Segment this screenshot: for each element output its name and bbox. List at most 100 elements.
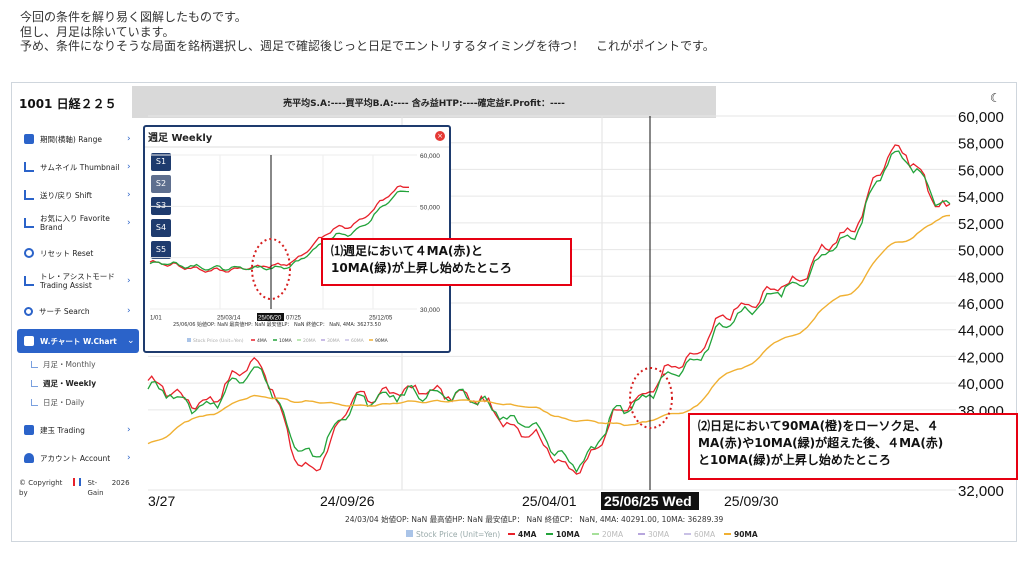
crosshair-info: 25/06/06 始値OP: NaN 最高値HP: NaN 最安値LP： NaN…	[173, 321, 381, 328]
sidebar-item-wchart[interactable]: W.チャート W.Chart ⌄	[17, 329, 139, 353]
brand-title: 1001 日経２２５	[19, 97, 117, 111]
entry-marker	[251, 238, 291, 300]
sidebar-subitem-monthly[interactable]: 月足・Monthly	[31, 359, 96, 370]
reset-icon	[24, 248, 34, 258]
calendar-icon	[24, 425, 34, 435]
chevron-right-icon: ›	[127, 218, 131, 228]
copyright: © Copyright by St-Gain 2026	[19, 478, 139, 498]
sidebar-subitem-daily[interactable]: 日足・Daily	[31, 397, 84, 408]
sidebar-subitem-label: 月足・Monthly	[43, 360, 96, 369]
legend-label: 30MA	[648, 530, 670, 539]
sidebar-item-favorite[interactable]: お気に入り Favorite Brand ›	[17, 214, 139, 232]
chart-icon	[24, 218, 34, 228]
legend-label: 20MA	[303, 338, 317, 344]
daily-callout-line-1: ⑵日足において90MA(橙)をローソク足、４	[698, 419, 939, 433]
sidebar-item-trading-assist[interactable]: トレ・アシストモード Trading Assist ›	[17, 272, 139, 290]
y-tick-label: 60,000	[420, 153, 440, 160]
sidebar-item-shift[interactable]: 送り/戻り Shift ›	[17, 190, 139, 200]
intro-line-3: 予め、条件になりそうな局面を銘柄選択し、週足で確認後じっと日足でエントリするタイ…	[20, 39, 715, 53]
status-bar: 売平均S.A:----買平均B.A:---- 含み益HTP:----確定益F.P…	[132, 86, 716, 118]
daily-callout-line-2: MA(赤)や10MA(緑)が超えた後、４MA(赤)	[698, 436, 944, 450]
y-tick-label: 48,000	[958, 269, 1004, 286]
legend-label: 90MA	[734, 530, 758, 539]
user-icon	[24, 453, 34, 463]
intro-text: 今回の条件を解り易く図解したものです。 但し、月足は除いています。 予め、条件に…	[20, 10, 715, 54]
y-tick-label: 60,000	[958, 109, 1004, 126]
s2-button[interactable]: S2	[151, 175, 171, 193]
x-tick-label: 24/09/26	[320, 493, 375, 509]
chart-icon	[31, 380, 38, 387]
series-line-10ma	[147, 150, 951, 474]
y-tick-label: 50,000	[958, 243, 1004, 260]
sidebar-item-label: サーチ Search	[39, 306, 90, 316]
s4-button[interactable]: S4	[151, 219, 171, 237]
chevron-down-icon: ⌄	[127, 336, 135, 346]
sidebar-item-label: アカウント Account	[40, 453, 111, 463]
x-highlight-bg	[601, 492, 699, 510]
chevron-right-icon: ›	[127, 306, 131, 316]
y-tick-label: 40,000	[958, 376, 1004, 393]
y-tick-label: 54,000	[958, 189, 1004, 206]
sidebar-item-reset[interactable]: リセット Reset	[17, 248, 139, 258]
legend-label: 30MA	[327, 338, 341, 344]
sidebar-item-label: 期間(横軸) Range	[40, 134, 103, 144]
y-tick-label: 58,000	[958, 136, 1004, 153]
legend-label: Stock Price (Unit=Yen)	[416, 530, 500, 539]
sidebar-item-label: リセット Reset	[40, 248, 94, 258]
legend-swatch	[406, 530, 413, 537]
chevron-right-icon: ›	[127, 134, 131, 144]
y-tick-label: 50,000	[420, 204, 440, 211]
sidebar-item-label: サムネイル Thumbnail	[40, 162, 120, 172]
sidebar-item-label: トレ・アシストモード Trading Assist	[40, 272, 115, 290]
intro-line-2: 但し、月足は除いています。	[20, 24, 175, 39]
copyright-year: 2026	[111, 479, 130, 487]
y-tick-label: 44,000	[958, 323, 1004, 340]
sidebar-item-range[interactable]: 期間(横軸) Range ›	[17, 134, 139, 144]
chevron-right-icon: ›	[127, 190, 131, 200]
weekly-panel[interactable]: 週足 Weekly × S1 S2 S3 S4 S5 60,00050,0004…	[143, 125, 451, 353]
sidebar-item-thumbnail[interactable]: サムネイル Thumbnail ›	[17, 162, 139, 172]
logo-icon	[73, 478, 82, 486]
crosshair-info: 24/03/04 始値OP: NaN 最高値HP: NaN 最安値LP： NaN…	[345, 514, 724, 524]
weekly-chart[interactable]: 60,00050,00040,00030,0001/0125/03/1425/0…	[145, 127, 449, 351]
copyright-text: © Copyright by	[19, 479, 63, 497]
y-tick-label: 46,000	[958, 296, 1004, 313]
x-tick-label: 1/01	[150, 316, 162, 322]
chart-icon	[31, 399, 38, 406]
chart-icon	[24, 190, 34, 200]
sidebar-subitem-weekly[interactable]: 週足・Weekly	[31, 378, 96, 389]
daily-callout: ⑵日足において90MA(橙)をローソク足、４ MA(赤)や10MA(緑)が超えた…	[688, 413, 1018, 480]
s5-button[interactable]: S5	[151, 241, 171, 259]
series-line-4ma	[149, 185, 409, 273]
close-icon[interactable]: ×	[435, 131, 445, 141]
series-line-10ma	[149, 190, 410, 271]
legend-label: 60MA	[351, 338, 365, 344]
x-tick-label: 25/06/20	[258, 316, 282, 322]
sidebar-item-search[interactable]: サーチ Search ›	[17, 306, 139, 316]
chart-icon	[24, 276, 34, 286]
sidebar-item-trading[interactable]: 建玉 Trading ›	[17, 425, 139, 435]
search-icon	[24, 306, 33, 316]
chevron-right-icon: ›	[127, 276, 131, 286]
entry-marker	[629, 367, 673, 429]
x-highlight-label: 25/06/25 Wed	[604, 493, 692, 509]
weekly-callout-line-1: ⑴週足において４MA(赤)と	[331, 244, 483, 258]
legend-label: Stock Price (Unit=Yen)	[193, 338, 244, 344]
sidebar-item-label: 建玉 Trading	[40, 425, 85, 435]
s1-button[interactable]: S1	[151, 153, 171, 171]
daily-callout-line-3: と10MA(緑)が上昇し始めたところ	[698, 453, 891, 467]
chevron-right-icon: ›	[127, 453, 131, 463]
y-tick-label: 56,000	[958, 162, 1004, 179]
sidebar-item-account[interactable]: アカウント Account ›	[17, 453, 139, 463]
moon-icon[interactable]: ☾	[990, 91, 1001, 105]
sidebar-item-label: 送り/戻り Shift	[40, 190, 92, 200]
legend-label: 20MA	[602, 530, 624, 539]
x-tick-label: 25/12/05	[369, 316, 393, 322]
legend-swatch	[187, 338, 191, 342]
series-line-4ma	[147, 144, 951, 475]
intro-line-1: 今回の条件を解り易く図解したものです。	[20, 10, 247, 24]
sidebar-item-label: お気に入り Favorite Brand	[40, 214, 118, 232]
y-tick-label: 42,000	[958, 349, 1004, 366]
y-tick-label: 52,000	[958, 216, 1004, 233]
chart-icon	[24, 162, 34, 172]
